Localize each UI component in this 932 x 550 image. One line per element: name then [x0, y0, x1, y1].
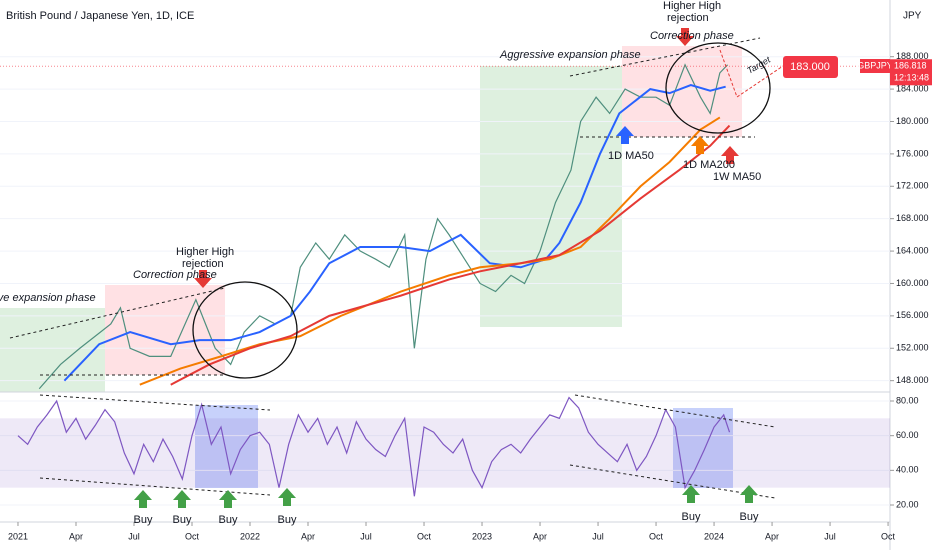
- symbol-tag: [860, 59, 890, 73]
- annotation: Correction phase: [133, 269, 217, 281]
- annotation: rejection: [667, 12, 709, 24]
- x-tick-label: Jul: [360, 531, 372, 541]
- rsi-channel: [574, 394, 776, 428]
- y-tick-label: 184.000: [896, 83, 929, 93]
- target-tag: [783, 56, 838, 78]
- x-tick-label: 2021: [8, 531, 28, 541]
- arrow-up: [691, 136, 709, 154]
- trend-line: [569, 37, 761, 77]
- annotation: Higher High: [663, 0, 721, 12]
- x-tick-label: Jul: [824, 531, 836, 541]
- y-tick-label: 40.00: [896, 465, 919, 475]
- buy-arrow: [682, 485, 700, 503]
- y-tick-label: 152.000: [896, 343, 929, 353]
- x-tick-label: Oct: [417, 531, 432, 541]
- x-tick-label: Apr: [69, 531, 83, 541]
- annotation: 1D MA50: [608, 150, 654, 162]
- annotation: Buy: [682, 511, 701, 523]
- buy-arrow: [740, 485, 758, 503]
- series-line: [38, 63, 729, 390]
- x-tick-label: Apr: [765, 531, 779, 541]
- rsi-channel: [569, 464, 776, 499]
- chart-title: British Pound / Japanese Yen, 1D, ICE: [6, 10, 194, 22]
- x-tick-label: Oct: [649, 531, 664, 541]
- rsi-band: [0, 418, 890, 488]
- expansion-zone: [0, 308, 105, 392]
- y-tick-label: 172.000: [896, 181, 929, 191]
- plot-area: [0, 56, 890, 506]
- annotation: Correction phase: [650, 30, 734, 42]
- y-tick-label: 188.000: [896, 51, 929, 61]
- y-tick-label: 80.00: [896, 395, 919, 405]
- y-tick-label: 176.000: [896, 148, 929, 158]
- x-tick-label: Apr: [533, 531, 547, 541]
- y-tick-label: 164.000: [896, 245, 929, 255]
- y-tick-label: 156.000: [896, 310, 929, 320]
- series-line: [17, 396, 731, 497]
- trend-line: [9, 287, 226, 339]
- series-line: [63, 83, 726, 382]
- y-tick-label: 60.00: [896, 430, 919, 440]
- buy-arrow: [173, 490, 191, 508]
- arrow-up: [616, 126, 634, 144]
- expansion-zone: [480, 66, 622, 327]
- y-tick-label: 20.00: [896, 499, 919, 509]
- buy-arrow: [134, 490, 152, 508]
- countdown: 12:13:48: [894, 73, 929, 83]
- last-price-tag: [890, 59, 932, 86]
- x-tick-label: Apr: [301, 531, 315, 541]
- annotation: Buy: [740, 511, 759, 523]
- symbol-label: GBPJPY: [857, 60, 893, 70]
- highlight-circle: [192, 281, 298, 379]
- y-tick-label: 168.000: [896, 213, 929, 223]
- last-price-label: 186.818: [894, 61, 927, 71]
- annotation: rejection: [182, 258, 224, 270]
- annotation: Higher High: [176, 246, 234, 258]
- x-tick-label: Oct: [185, 531, 200, 541]
- rsi-channel: [39, 394, 271, 411]
- arrow-down: [676, 28, 694, 46]
- annotation: Buy: [278, 514, 297, 526]
- x-tick-label: 2022: [240, 531, 260, 541]
- annotation: Buy: [219, 514, 238, 526]
- x-tick-label: Jul: [592, 531, 604, 541]
- x-tick-label: 2023: [472, 531, 492, 541]
- series-line: [139, 116, 721, 386]
- arrows: [134, 28, 758, 508]
- arrow-up: [721, 146, 739, 164]
- x-tick-label: 2024: [704, 531, 724, 541]
- y-tick-label: 180.000: [896, 116, 929, 126]
- annotation: 1D MA200: [683, 159, 735, 171]
- annotation: Buy: [173, 514, 192, 526]
- target-path: [719, 49, 784, 98]
- arrow-down: [194, 270, 212, 288]
- rsi-channel: [39, 477, 271, 496]
- buy-arrow: [278, 488, 296, 506]
- x-tick-label: Oct: [881, 531, 896, 541]
- annotation: Aggressive expansion phase: [0, 292, 96, 304]
- target-label: 183.000: [790, 61, 830, 73]
- currency: JPY: [903, 11, 922, 22]
- annotation: Aggressive expansion phase: [499, 49, 641, 61]
- annotation: 1W MA50: [713, 171, 761, 183]
- y-tick-label: 148.000: [896, 375, 929, 385]
- buy-arrow: [219, 490, 237, 508]
- series-line: [170, 124, 731, 386]
- annotation: Buy: [134, 514, 153, 526]
- highlight-circle: [665, 42, 771, 134]
- y-tick-label: 160.000: [896, 278, 929, 288]
- x-tick-label: Jul: [128, 531, 140, 541]
